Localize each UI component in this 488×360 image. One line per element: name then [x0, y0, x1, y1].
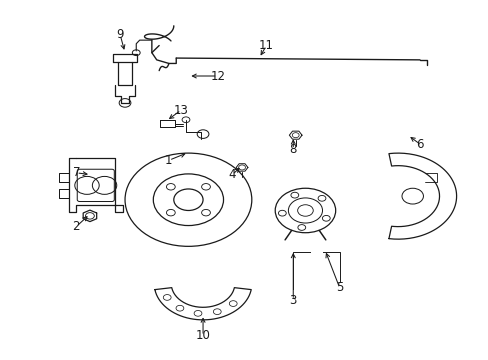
Circle shape — [297, 225, 305, 230]
Text: 3: 3 — [289, 294, 296, 307]
Text: 11: 11 — [259, 39, 273, 52]
Text: 1: 1 — [165, 154, 172, 167]
Circle shape — [322, 215, 329, 221]
Text: 12: 12 — [210, 69, 224, 82]
Text: 5: 5 — [335, 281, 343, 294]
Circle shape — [229, 301, 237, 306]
Text: 8: 8 — [289, 143, 296, 156]
Circle shape — [290, 192, 298, 198]
Text: 9: 9 — [116, 28, 123, 41]
Text: 13: 13 — [173, 104, 188, 117]
Circle shape — [176, 305, 183, 311]
Circle shape — [318, 195, 325, 201]
Circle shape — [163, 294, 171, 300]
Circle shape — [194, 310, 202, 316]
Circle shape — [213, 309, 221, 315]
Text: 4: 4 — [228, 168, 236, 181]
Text: 7: 7 — [72, 166, 80, 179]
Text: 2: 2 — [72, 220, 80, 233]
Circle shape — [278, 210, 285, 216]
Text: 10: 10 — [195, 329, 210, 342]
Text: 6: 6 — [415, 138, 423, 150]
